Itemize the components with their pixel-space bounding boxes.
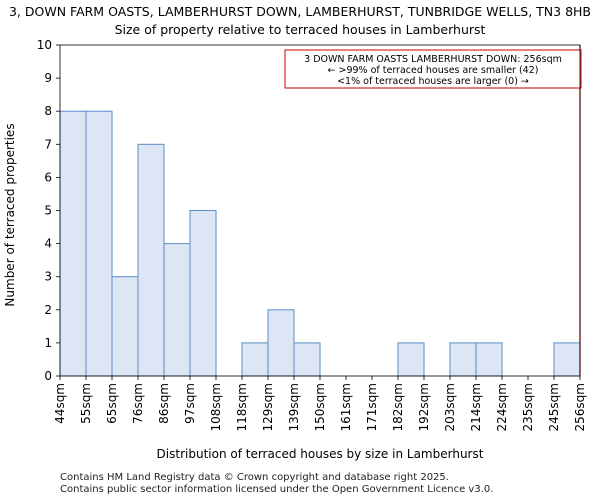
x-tick-label: 224sqm: [495, 383, 509, 431]
histogram-bar: [553, 342, 581, 377]
histogram-bar: [163, 243, 191, 377]
y-tick-label: 10: [37, 38, 52, 52]
y-tick-label: 3: [44, 270, 52, 284]
x-tick-label: 139sqm: [287, 383, 301, 431]
y-tick-label: 5: [44, 204, 52, 218]
x-tick-label: 192sqm: [417, 383, 431, 431]
x-tick-label: 203sqm: [443, 383, 457, 431]
histogram-bar: [85, 110, 113, 377]
histogram-bar: [111, 276, 139, 377]
footer-copyright: Contains HM Land Registry data © Crown c…: [60, 472, 449, 483]
footer-licence: Contains public sector information licen…: [60, 484, 494, 495]
plot-frame: [59, 44, 581, 377]
x-tick-label: 171sqm: [365, 383, 379, 431]
histogram-bar: [137, 143, 165, 377]
annotation-line-2: ← >99% of terraced houses are smaller (4…: [328, 65, 539, 76]
chart-title: 3, DOWN FARM OASTS, LAMBERHURST DOWN, LA…: [9, 4, 591, 19]
x-tick-label: 86sqm: [157, 383, 171, 424]
y-axis-label: Number of terraced properties: [3, 123, 17, 306]
x-tick-label: 129sqm: [261, 383, 275, 431]
y-tick-label: 7: [44, 137, 52, 151]
x-tick-label: 118sqm: [235, 383, 249, 431]
x-tick-label: 108sqm: [209, 383, 223, 431]
histogram-bar: [397, 342, 425, 377]
annotation-line-3: <1% of terraced houses are larger (0) →: [337, 76, 529, 87]
x-tick-label: 97sqm: [183, 383, 197, 424]
x-tick-label: 76sqm: [131, 383, 145, 424]
y-tick-label: 2: [44, 303, 52, 317]
x-tick-label: 55sqm: [79, 383, 93, 424]
x-tick-label: 150sqm: [313, 383, 327, 431]
y-tick-label: 6: [44, 170, 52, 184]
x-tick-label: 214sqm: [469, 383, 483, 431]
histogram-bar: [241, 342, 269, 377]
y-tick-label: 8: [44, 104, 52, 118]
histogram-bar: [449, 342, 477, 377]
x-tick-label: 182sqm: [391, 383, 405, 431]
x-tick-label: 245sqm: [547, 383, 561, 431]
x-tick-label: 161sqm: [339, 383, 353, 431]
histogram-bar: [267, 309, 295, 377]
y-tick-label: 4: [44, 237, 52, 251]
x-axis-label: Distribution of terraced houses by size …: [157, 447, 484, 461]
annotation-line-1: 3 DOWN FARM OASTS LAMBERHURST DOWN: 256s…: [304, 54, 562, 65]
y-tick-label: 0: [44, 369, 52, 383]
x-tick-label: 65sqm: [105, 383, 119, 424]
y-tick-label: 9: [44, 71, 52, 85]
histogram-bar: [475, 342, 503, 377]
chart-subtitle: Size of property relative to terraced ho…: [115, 22, 486, 37]
annotation-box: [284, 49, 582, 89]
x-tick-label: 235sqm: [521, 383, 535, 431]
histogram-bar: [293, 342, 321, 377]
y-tick-label: 1: [44, 336, 52, 350]
x-tick-label: 256sqm: [573, 383, 587, 431]
property-annotation: 3 DOWN FARM OASTS LAMBERHURST DOWN: 256s…: [284, 49, 582, 89]
histogram-bar: [189, 210, 217, 377]
histogram-bar: [59, 110, 87, 377]
x-tick-label: 44sqm: [53, 383, 67, 424]
